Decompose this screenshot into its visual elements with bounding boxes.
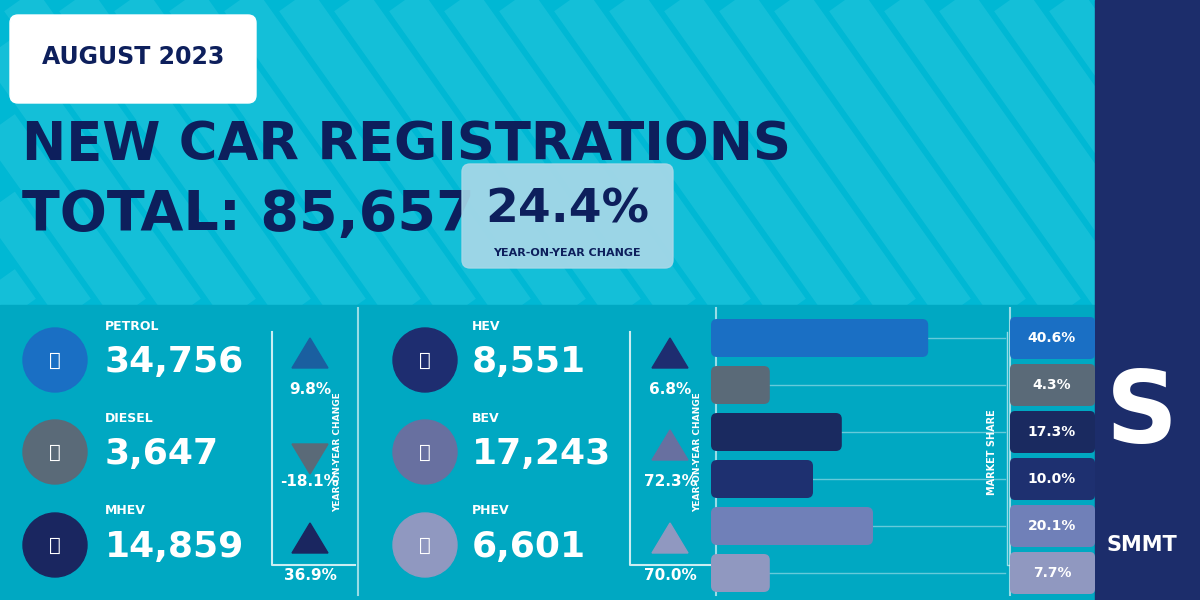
Text: 6.8%: 6.8% — [649, 383, 691, 397]
Text: -18.1%: -18.1% — [281, 475, 340, 490]
FancyBboxPatch shape — [1010, 317, 1096, 359]
Circle shape — [394, 328, 457, 392]
FancyBboxPatch shape — [710, 319, 929, 357]
Text: 20.1%: 20.1% — [1028, 519, 1076, 533]
FancyBboxPatch shape — [1010, 458, 1096, 500]
Text: ⛽: ⛽ — [419, 350, 431, 370]
Circle shape — [394, 420, 457, 484]
Polygon shape — [652, 430, 688, 460]
Text: 7.7%: 7.7% — [1033, 566, 1072, 580]
Text: 72.3%: 72.3% — [643, 475, 696, 490]
FancyBboxPatch shape — [710, 507, 874, 545]
Circle shape — [718, 508, 754, 544]
Text: YEAR-ON-YEAR CHANGE: YEAR-ON-YEAR CHANGE — [334, 392, 342, 512]
FancyBboxPatch shape — [1010, 505, 1096, 547]
Text: 10.0%: 10.0% — [1028, 472, 1076, 486]
Text: 6,601: 6,601 — [472, 530, 586, 564]
Polygon shape — [652, 523, 688, 553]
Text: ⛽: ⛽ — [49, 535, 61, 554]
Text: BEV: BEV — [472, 412, 499, 425]
FancyBboxPatch shape — [10, 15, 256, 103]
FancyBboxPatch shape — [710, 366, 770, 404]
Text: 8,551: 8,551 — [472, 345, 586, 379]
Text: 9.8%: 9.8% — [289, 383, 331, 397]
Polygon shape — [292, 338, 328, 368]
FancyBboxPatch shape — [1010, 364, 1096, 406]
Circle shape — [718, 555, 754, 591]
FancyBboxPatch shape — [710, 460, 814, 498]
Text: SMMT: SMMT — [1106, 535, 1177, 555]
Text: 4.3%: 4.3% — [1033, 378, 1072, 392]
Text: 70.0%: 70.0% — [643, 568, 696, 583]
Text: 14,859: 14,859 — [106, 530, 245, 564]
Text: ⛽: ⛽ — [49, 350, 61, 370]
Text: 24.4%: 24.4% — [485, 187, 649, 232]
Text: PETROL: PETROL — [106, 319, 160, 332]
Text: S: S — [1106, 367, 1178, 463]
Text: DIESEL: DIESEL — [106, 412, 154, 425]
Text: PHEV: PHEV — [472, 505, 510, 517]
Circle shape — [23, 328, 88, 392]
FancyBboxPatch shape — [710, 413, 842, 451]
Circle shape — [23, 513, 88, 577]
Circle shape — [718, 320, 754, 356]
Circle shape — [718, 367, 754, 403]
Text: TOTAL: 85,657: TOTAL: 85,657 — [22, 188, 475, 242]
Text: 3,647: 3,647 — [106, 437, 220, 471]
Text: AUGUST 2023: AUGUST 2023 — [42, 45, 224, 69]
Bar — [0, 305, 1096, 600]
Text: NEW CAR REGISTRATIONS: NEW CAR REGISTRATIONS — [22, 119, 791, 171]
Text: ⛽: ⛽ — [419, 535, 431, 554]
Circle shape — [718, 461, 754, 497]
Polygon shape — [292, 444, 328, 474]
Text: 34,756: 34,756 — [106, 345, 245, 379]
Circle shape — [394, 513, 457, 577]
FancyBboxPatch shape — [462, 164, 673, 268]
Text: HEV: HEV — [472, 319, 500, 332]
Text: 40.6%: 40.6% — [1028, 331, 1076, 345]
Circle shape — [718, 414, 754, 450]
Text: 36.9%: 36.9% — [283, 568, 336, 583]
Polygon shape — [292, 523, 328, 553]
FancyBboxPatch shape — [1010, 411, 1096, 453]
Polygon shape — [652, 338, 688, 368]
Text: MHEV: MHEV — [106, 505, 146, 517]
Text: ⛽: ⛽ — [419, 443, 431, 461]
FancyBboxPatch shape — [1010, 552, 1096, 594]
Text: YEAR-ON-YEAR CHANGE: YEAR-ON-YEAR CHANGE — [493, 248, 641, 258]
Bar — [1096, 0, 1200, 600]
Text: ⛽: ⛽ — [49, 443, 61, 461]
FancyBboxPatch shape — [710, 554, 770, 592]
Text: 17.3%: 17.3% — [1028, 425, 1076, 439]
Circle shape — [23, 420, 88, 484]
Text: MARKET SHARE: MARKET SHARE — [986, 409, 997, 495]
Text: 17,243: 17,243 — [472, 437, 611, 471]
Text: YEAR-ON-YEAR CHANGE: YEAR-ON-YEAR CHANGE — [694, 392, 702, 512]
